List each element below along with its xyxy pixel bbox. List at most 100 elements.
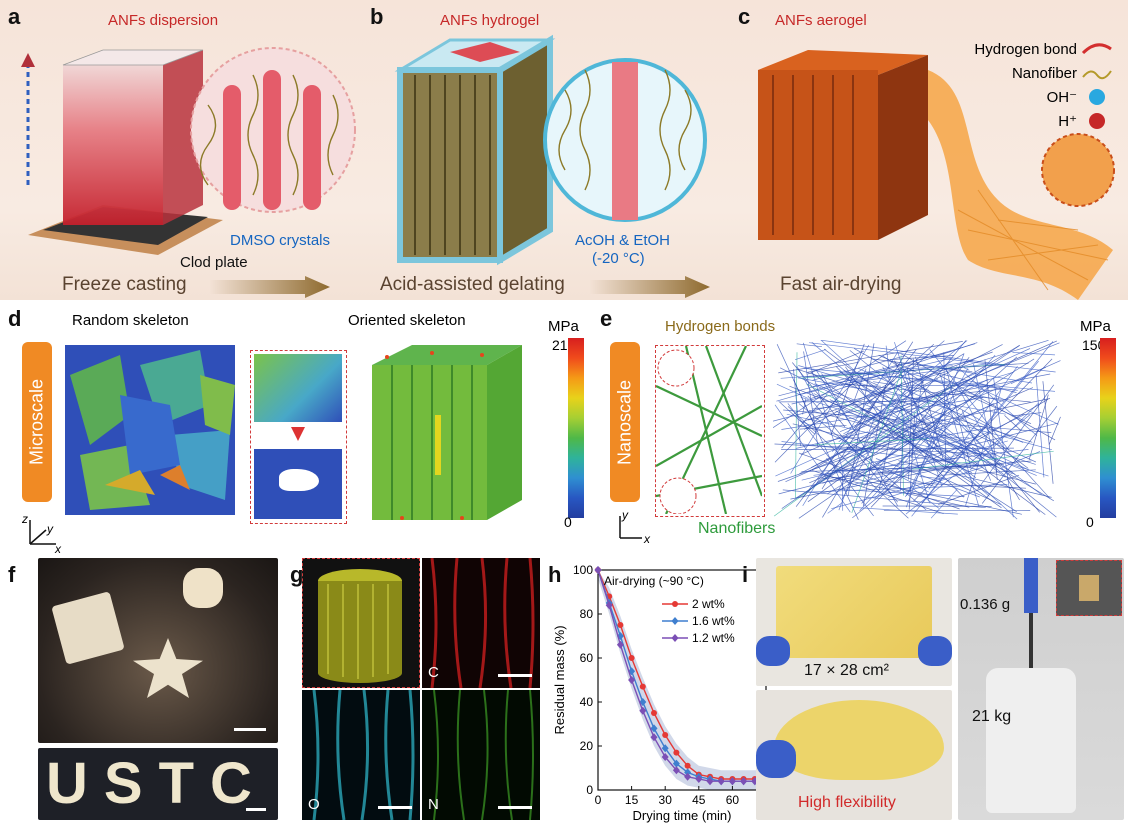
fiber-segment <box>1036 376 1044 478</box>
legend-item-proton: H⁺ <box>945 109 1125 133</box>
stage-fast-air-drying: Fast air-drying <box>780 274 901 296</box>
legend-label: H⁺ <box>945 112 1077 130</box>
legend-item-nanofiber: Nanofiber <box>945 61 1125 85</box>
element-label: C <box>428 664 439 681</box>
microscale-label: Microscale <box>22 342 52 502</box>
confidence-band <box>598 570 766 790</box>
scale-bar <box>498 674 532 677</box>
random-skeleton-label: Random skeleton <box>72 312 189 329</box>
y-tick-label: 20 <box>580 739 594 753</box>
series-line <box>598 570 766 781</box>
e-colorbar <box>1100 338 1116 518</box>
d-colorbar-min: 0 <box>564 514 572 530</box>
x-tick-label: 15 <box>625 793 639 807</box>
d-axes-triad: z y x <box>22 512 62 552</box>
e-colorbar-min: 0 <box>1086 514 1094 530</box>
panel-label-e: e <box>600 306 612 332</box>
data-point <box>629 655 635 661</box>
scale-bar <box>378 806 412 809</box>
a-title: ANFs dispersion <box>108 12 218 29</box>
panel-label-a: a <box>8 4 20 30</box>
legend-marker <box>672 634 679 642</box>
y-axis-label: Residual mass (%) <box>552 625 567 734</box>
y-tick-label: 100 <box>573 563 593 577</box>
cold-plate-label: Clod plate <box>180 254 248 271</box>
y-tick-label: 0 <box>586 783 593 797</box>
data-point <box>640 684 646 690</box>
large-aerogel-sheet-photo: 17 × 28 cm² <box>756 558 952 686</box>
legend-marker <box>672 601 678 607</box>
aerogel-cube <box>51 591 124 664</box>
stage-freeze-casting: Freeze casting <box>62 274 187 296</box>
random-skeleton-stress-map <box>60 335 245 520</box>
oriented-skeleton-label: Oriented skeleton <box>348 312 466 329</box>
oriented-skeleton-stress-map <box>362 335 532 525</box>
legend-title: Air-drying (~90 °C) <box>604 574 704 588</box>
legend-label: OH⁻ <box>945 88 1077 106</box>
inset-before-fracture <box>254 354 342 422</box>
load-bearing-photo: 0.136 g 21 kg <box>958 558 1124 820</box>
x-tick-label: 30 <box>659 793 673 807</box>
e-axes-pair: y x <box>612 510 652 545</box>
acetic-ethanol-label: AcOH & EtOH <box>575 232 670 249</box>
panel-label-f: f <box>8 562 15 588</box>
data-point <box>662 732 668 738</box>
e-unit: MPa <box>1080 318 1111 335</box>
gloved-hand <box>756 636 790 666</box>
scale-bar <box>234 728 266 731</box>
load-mass-label: 21 kg <box>972 708 1011 726</box>
sheet-size-label: 17 × 28 cm² <box>804 662 889 680</box>
element-label: O <box>308 796 320 813</box>
fiber-segment <box>808 416 926 502</box>
fiber-network-stress-map <box>773 340 1063 520</box>
legend-marker <box>672 617 679 625</box>
inset-after-fracture <box>254 449 342 519</box>
y-tick-label: 80 <box>580 607 594 621</box>
hydrogen-bond-icon <box>1077 39 1117 59</box>
hydrogel-illustration <box>380 30 730 270</box>
b-title: ANFs hydrogel <box>440 12 539 29</box>
nanofiber-inset <box>655 345 765 517</box>
process-arrow-1 <box>210 276 330 298</box>
down-arrow-icon <box>291 427 305 441</box>
fiber-segment <box>795 349 826 359</box>
legend-label: 2 wt% <box>692 597 725 611</box>
c-title: ANFs aerogel <box>775 12 867 29</box>
fiber-segment <box>858 368 1023 442</box>
data-point <box>651 710 657 716</box>
random-skeleton-inset <box>250 350 347 524</box>
y-tick-label: 60 <box>580 651 594 665</box>
legend-top: Hydrogen bond Nanofiber OH⁻ H⁺ <box>945 37 1125 147</box>
fiber-segment <box>884 482 1026 489</box>
process-arrow-2 <box>590 276 710 298</box>
high-flexibility-label: High flexibility <box>798 794 896 812</box>
aerogel-sheet <box>776 566 932 658</box>
y-tick-label: 40 <box>580 695 594 709</box>
d-colorbar <box>568 338 584 518</box>
legend-label: 1.6 wt% <box>692 614 735 628</box>
water-jug <box>986 668 1076 813</box>
flexibility-photo: High flexibility <box>756 690 952 820</box>
series-line <box>598 570 766 781</box>
bent-aerogel-sheet <box>774 700 944 780</box>
gloved-hand <box>1024 558 1038 613</box>
element-label: N <box>428 796 439 813</box>
eds-map-oxygen: O <box>302 690 420 820</box>
chart-svg: 01530456075020406080100Drying time (min)… <box>548 558 773 830</box>
panel-label-i: i <box>742 562 748 588</box>
d-unit: MPa <box>548 318 579 335</box>
fiber-segment <box>1008 473 1040 512</box>
legend-label: Nanofiber <box>945 65 1077 82</box>
sample-zoom-inset <box>1056 560 1122 616</box>
fiber-segment <box>797 344 822 347</box>
x-tick-label: 45 <box>692 793 706 807</box>
ustc-letters-photo: USTC <box>38 748 278 820</box>
legend-label: 1.2 wt% <box>692 631 735 645</box>
aerogel-mass-label: 0.136 g <box>960 596 1010 613</box>
aerogel-shapes-photo <box>38 558 278 743</box>
nanofiber-icon <box>1077 63 1117 83</box>
x-axis-label: Drying time (min) <box>633 808 732 823</box>
fiber-segment <box>967 349 1030 378</box>
ustc-letters: USTC <box>46 750 268 817</box>
scale-bar <box>498 806 532 809</box>
